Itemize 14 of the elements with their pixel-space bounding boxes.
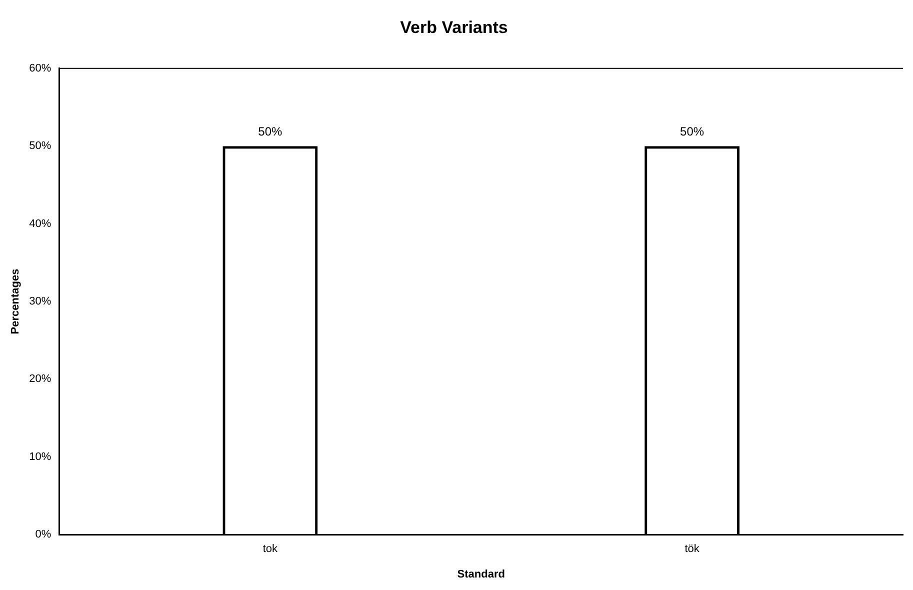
y-tick-label: 30%: [29, 296, 52, 308]
y-tick-label: 60%: [29, 62, 52, 74]
data-label: 50%: [680, 124, 704, 138]
y-axis-title: Percentages: [10, 268, 22, 334]
y-tick-label: 40%: [29, 218, 52, 230]
x-tick-label: tok: [262, 543, 278, 556]
y-tick-label: 20%: [29, 373, 52, 386]
y-tick-label: 50%: [29, 140, 52, 152]
y-tick-label: 0%: [35, 528, 52, 541]
x-axis-title: Standard: [457, 568, 505, 580]
chart-title: Verb Variants: [400, 18, 508, 37]
y-tick-label: 10%: [29, 450, 52, 463]
data-label: 50%: [258, 124, 282, 138]
x-tick-label: tök: [684, 543, 700, 556]
